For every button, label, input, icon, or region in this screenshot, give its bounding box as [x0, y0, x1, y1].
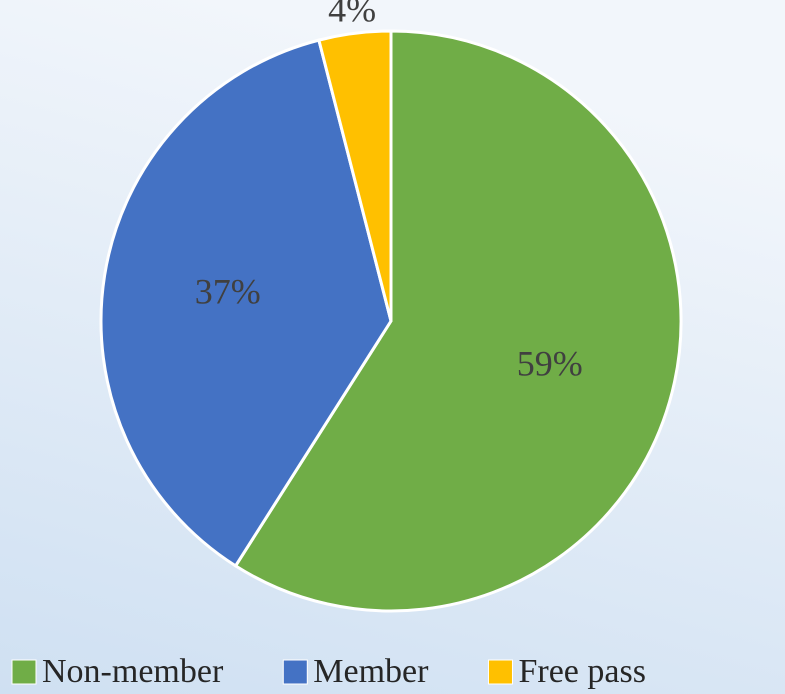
legend-label: Member: [313, 653, 429, 690]
data-label: 59%: [517, 343, 583, 383]
data-label: 4%: [328, 0, 376, 29]
pie-slice: [317, 29, 393, 322]
legend-swatch: [487, 659, 513, 685]
data-label: 37%: [195, 271, 261, 311]
pie-slice: [99, 38, 393, 568]
pie-slice: [233, 29, 683, 613]
legend-label: Non-member: [42, 653, 224, 690]
legend-swatch: [11, 659, 37, 685]
legend-label: Free pass: [518, 653, 645, 690]
legend-swatch: [282, 659, 308, 685]
